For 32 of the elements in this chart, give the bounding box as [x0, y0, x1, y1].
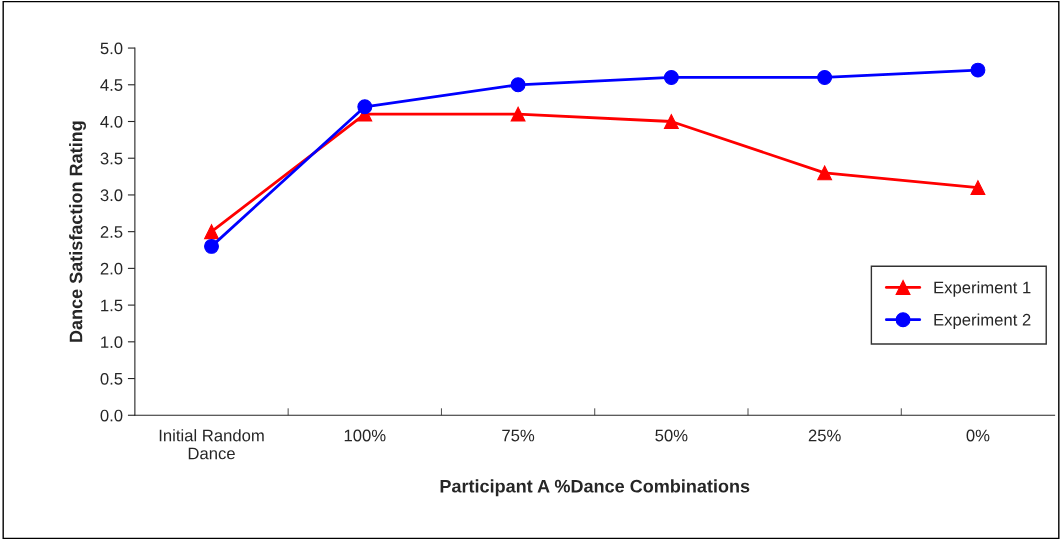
point — [663, 69, 679, 85]
y-tick-label: 5.0 — [100, 42, 123, 55]
point — [970, 62, 986, 78]
point — [204, 224, 219, 240]
y-tick-label: 3.5 — [100, 152, 123, 165]
x-tick-label: 0% — [966, 429, 990, 442]
point — [970, 180, 986, 196]
x-tick-label: 25% — [808, 429, 841, 442]
point — [817, 69, 833, 85]
point — [663, 114, 679, 129]
y-tick-label: 1.5 — [101, 299, 123, 312]
point — [510, 106, 526, 122]
point — [204, 238, 219, 254]
point — [357, 99, 373, 115]
point — [817, 165, 833, 181]
y-axis-title: Dance Satisfaction Rating — [69, 121, 87, 342]
legend-label: Experiment 1 — [934, 281, 1031, 297]
point — [510, 77, 526, 93]
y-tick-label: 2.0 — [100, 262, 123, 275]
x-tick-label: 75% — [502, 429, 535, 442]
x-tick-label: 50% — [655, 429, 688, 442]
y-tick-label: 3.0 — [100, 189, 123, 202]
y-tick-label: 4.5 — [100, 79, 123, 91]
y-tick-label: 4.0 — [100, 115, 123, 128]
x-tick-label: Initial Random Dance — [159, 429, 264, 460]
x-tick-label: 100% — [344, 429, 386, 442]
y-tick-label: 0.5 — [100, 372, 123, 385]
x-axis-title: Participant A %Dance Combinations — [440, 479, 750, 497]
y-tick-label: 0.0 — [100, 409, 123, 422]
y-tick-label: 1.0 — [101, 336, 123, 349]
y-tick-label: 2.5 — [100, 226, 123, 238]
legend-label: Experiment 2 — [934, 313, 1031, 329]
